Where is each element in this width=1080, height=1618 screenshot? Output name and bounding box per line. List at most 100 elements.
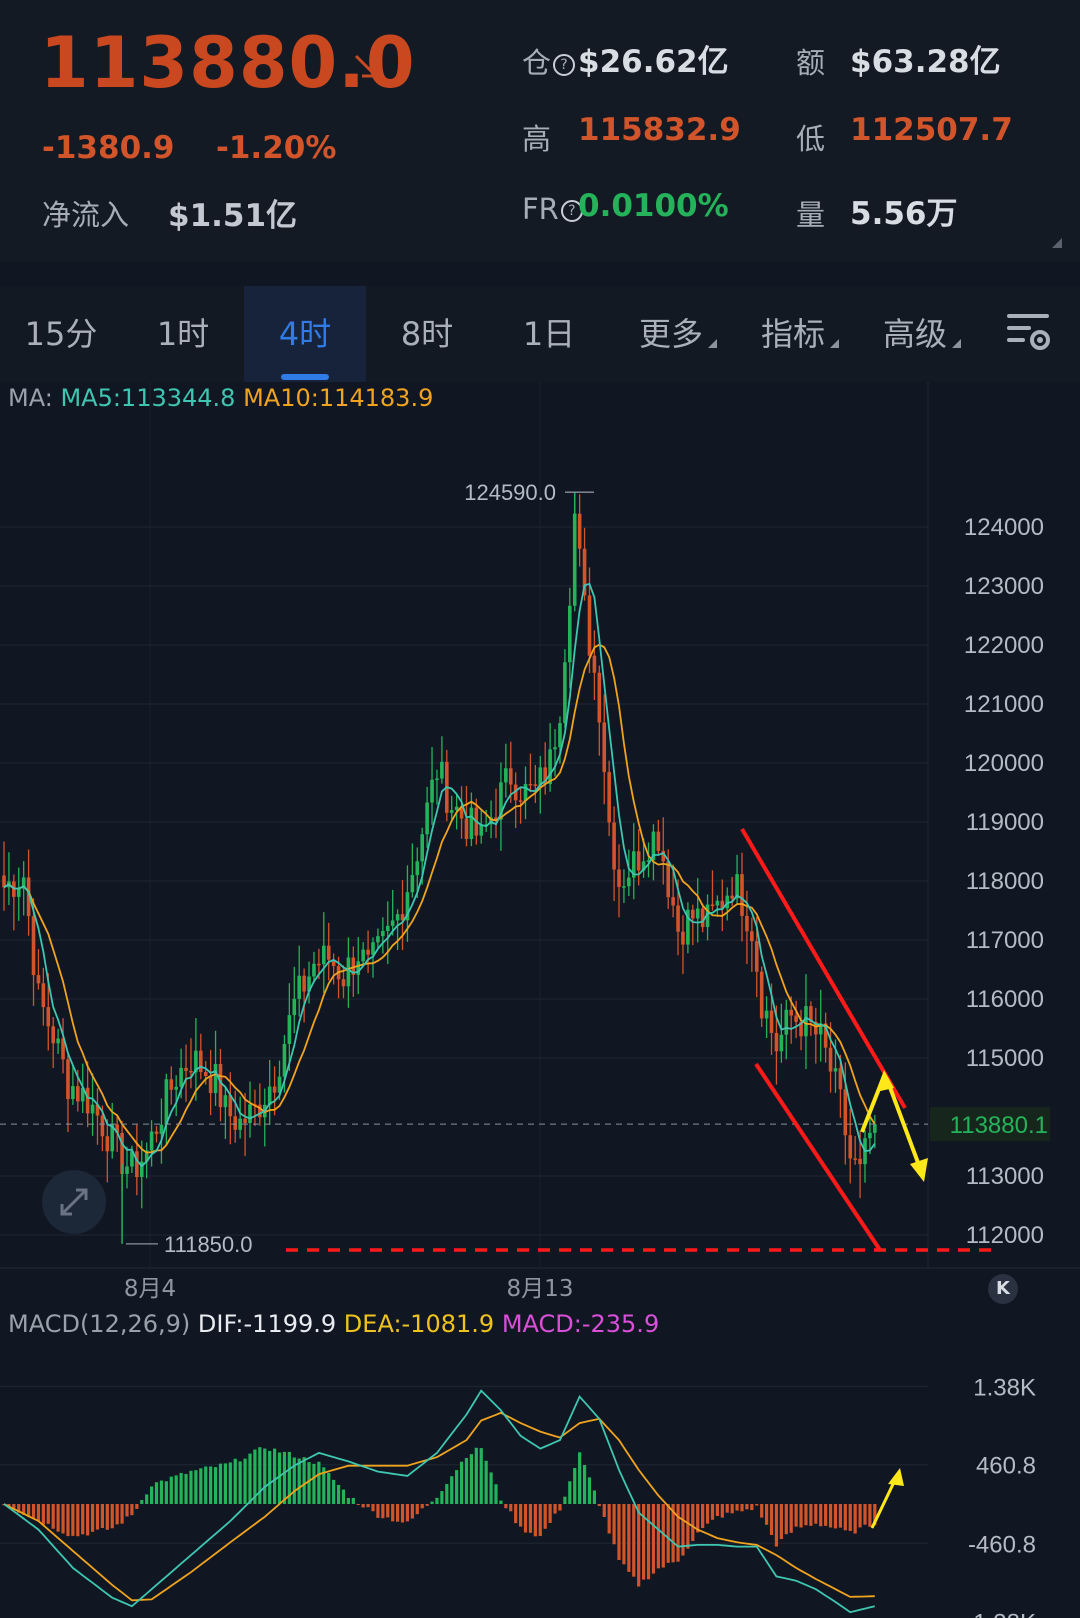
candle-body xyxy=(51,1026,55,1044)
candle-body xyxy=(568,605,572,663)
macd-bar xyxy=(651,1504,656,1574)
candle-body xyxy=(272,1086,277,1093)
low-label: 低 xyxy=(796,122,826,156)
tab-more[interactable]: 更多 xyxy=(610,286,732,382)
macd-bar xyxy=(376,1504,380,1518)
candle-body xyxy=(366,949,370,955)
macd-bar xyxy=(159,1480,164,1504)
candle-body xyxy=(199,1050,203,1072)
candle-body xyxy=(164,1079,169,1125)
dropdown-corner-icon xyxy=(708,339,717,348)
macd-bar xyxy=(646,1504,651,1580)
help-icon[interactable]: ? xyxy=(553,54,576,76)
candle-body xyxy=(238,1118,242,1130)
candle-body xyxy=(449,810,454,813)
volume-value: 5.56万 xyxy=(850,196,958,232)
expand-corner-icon[interactable] xyxy=(1052,238,1062,248)
tab-1h[interactable]: 1时 xyxy=(156,315,210,353)
macd-bar xyxy=(720,1504,724,1518)
candle-body xyxy=(518,800,523,802)
candle-body xyxy=(563,662,567,724)
help-icon-2[interactable]: ? xyxy=(560,200,583,222)
candlesticks xyxy=(2,492,877,1244)
candle-body xyxy=(725,895,730,909)
candle-body xyxy=(223,1095,228,1108)
macd-bar xyxy=(445,1484,449,1504)
macd-bar xyxy=(135,1504,139,1509)
candle-body xyxy=(523,783,528,801)
candle-body xyxy=(371,942,375,955)
macd-bar xyxy=(597,1504,601,1507)
candle-body xyxy=(56,1038,60,1044)
candle-body xyxy=(425,802,429,835)
candle-body xyxy=(622,886,626,888)
macd-bar xyxy=(582,1465,587,1504)
macd-bar xyxy=(563,1496,567,1504)
price-tick-label: 119000 xyxy=(966,809,1044,836)
candle-body xyxy=(258,1104,262,1118)
net-inflow-label: 净流入 xyxy=(42,198,130,232)
candle-body xyxy=(774,1032,779,1052)
macd-bar xyxy=(661,1504,665,1568)
macd-bar xyxy=(474,1447,478,1504)
expand-arrows-icon xyxy=(60,1188,88,1216)
expand-chart-button[interactable] xyxy=(42,1170,106,1234)
candle-body xyxy=(302,975,306,992)
macd-bar xyxy=(828,1504,833,1528)
macd-bar xyxy=(833,1504,838,1529)
macd-up-arrow-head xyxy=(888,1468,904,1486)
candle-body xyxy=(715,900,720,906)
price-tick-label: 121000 xyxy=(964,691,1044,718)
macd-bar xyxy=(760,1504,764,1518)
trend-annotations xyxy=(286,827,1000,1252)
tab-advanced[interactable]: 高级 xyxy=(854,286,976,382)
macd-histogram xyxy=(2,1447,877,1587)
candle-body xyxy=(587,595,592,656)
macd-bar xyxy=(701,1504,705,1529)
macd-bar xyxy=(755,1504,759,1506)
candle-body xyxy=(95,1104,100,1116)
candle-body xyxy=(322,945,326,965)
macd-legend: MACD(12,26,9) DIF:-1199.9 DEA:-1081.9 MA… xyxy=(8,1310,660,1338)
candle-body xyxy=(464,818,469,839)
macd-bar xyxy=(27,1504,31,1517)
candle-body xyxy=(597,672,602,723)
price-chart[interactable]: 124000 123000 122000 121000 120000 119000 1180… xyxy=(0,382,1080,1618)
volume-label: 量 xyxy=(796,198,826,232)
macd-bar xyxy=(110,1504,114,1529)
candle-body xyxy=(149,1131,154,1151)
macd-bar xyxy=(100,1504,104,1528)
tab-1d[interactable]: 1日 xyxy=(522,315,576,353)
macd-bar xyxy=(784,1504,788,1535)
macd-bar xyxy=(745,1504,749,1510)
macd-bar xyxy=(31,1504,36,1518)
candle-body xyxy=(582,548,587,596)
candle-body xyxy=(789,1009,793,1016)
high-marker-label: 124590.0 xyxy=(464,480,556,505)
candle-body xyxy=(499,782,503,820)
macd-bar xyxy=(710,1504,715,1520)
macd-bar xyxy=(853,1504,857,1534)
macd-bar xyxy=(568,1481,572,1504)
tab-4h[interactable]: 4时 xyxy=(244,286,366,382)
candle-body xyxy=(695,908,700,919)
candle-body xyxy=(873,1124,877,1133)
macd-bar xyxy=(396,1504,400,1522)
tab-8h[interactable]: 8时 xyxy=(400,315,454,353)
candle-body xyxy=(440,761,444,779)
macd-bar xyxy=(327,1472,331,1504)
macd-bar xyxy=(391,1504,395,1522)
scroll-to-latest-button[interactable]: K xyxy=(988,1274,1018,1304)
macd-bar xyxy=(218,1463,223,1504)
macd-bar xyxy=(469,1454,473,1504)
macd-bar xyxy=(750,1504,754,1511)
chart-settings-icon[interactable] xyxy=(1005,310,1055,358)
current-price-tag xyxy=(930,1107,1050,1142)
macd-bar xyxy=(543,1504,547,1529)
macd-bar xyxy=(484,1460,488,1504)
macd-bar xyxy=(592,1490,596,1504)
candle-body xyxy=(120,1132,124,1174)
tab-15m[interactable]: 15分 xyxy=(24,315,98,353)
tab-indicators[interactable]: 指标 xyxy=(732,286,854,382)
candle-body xyxy=(814,1021,818,1035)
